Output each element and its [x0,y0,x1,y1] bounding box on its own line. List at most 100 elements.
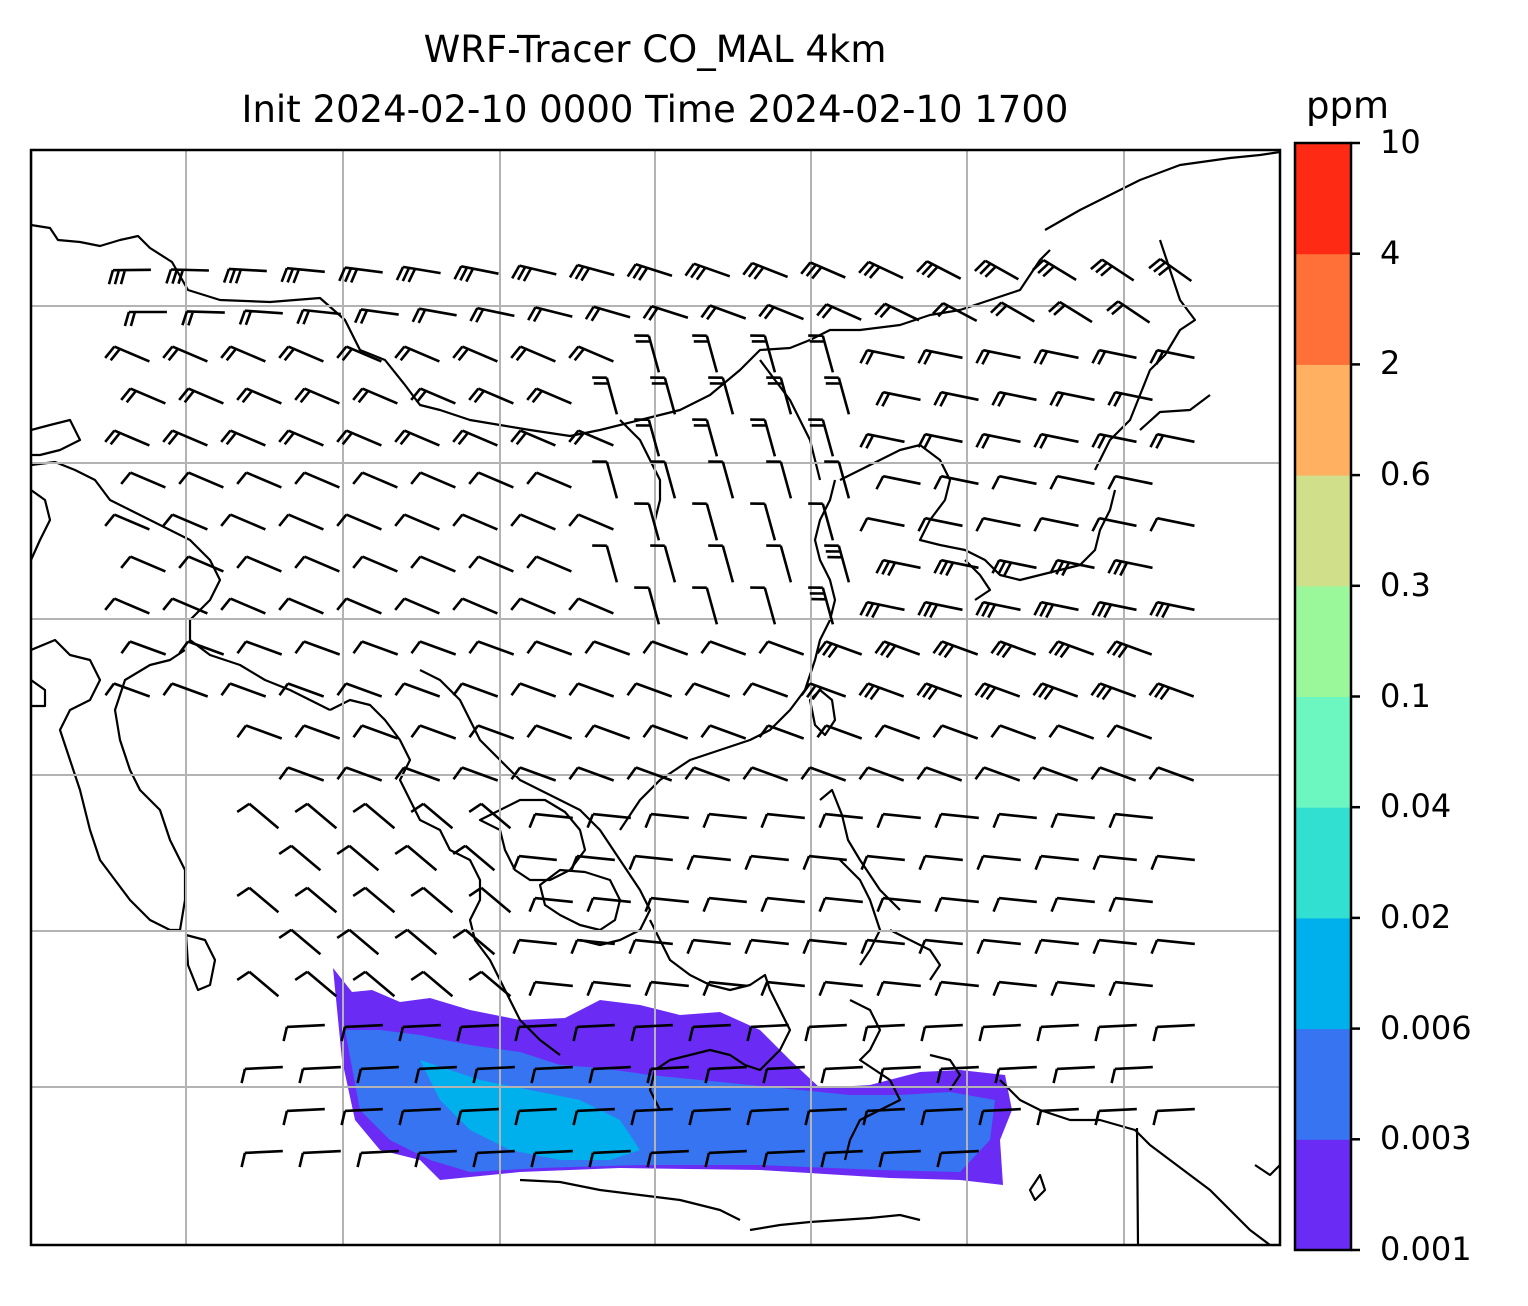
wind-barb [750,334,777,373]
wind-barb [700,640,747,656]
wind-barb [1091,348,1137,365]
wind-barb [294,724,341,740]
wind-barb [976,854,1021,871]
wind-barb [920,1107,963,1126]
wind-barb [181,310,225,326]
wind-barb [294,555,340,573]
wind-barb [875,474,921,490]
wind-barb [766,544,793,583]
wind-barb [692,418,719,457]
wind-barb [586,812,631,829]
wind-barb [744,938,789,955]
wind-barb [862,1107,905,1126]
wind-barb [704,1065,747,1084]
colorbar-segment [1295,364,1351,476]
wind-barb [808,586,835,625]
wind-barb [824,376,851,415]
wind-barb [294,387,340,405]
gridlines [31,150,1280,1245]
wind-barb [236,640,283,656]
wind-barb [642,304,689,321]
colorbar-ticks [1351,141,1360,1252]
wind-barb [874,724,921,740]
wind-barb [278,513,324,531]
wind-barb [1094,1023,1137,1042]
wind-barb [468,724,515,740]
wind-barb [1034,854,1079,871]
wind-barb [766,376,793,415]
wind-barb [456,1107,499,1126]
wind-barb [859,516,905,532]
wind-barb [236,555,282,573]
wind-barb [742,766,789,782]
wind-barb [860,854,905,871]
wind-barb [1107,390,1153,407]
wind-barb [526,471,572,489]
wind-barb [452,597,498,615]
wind-barb [916,260,962,280]
wind-barb [973,259,1020,281]
wind-barb [1152,1023,1195,1042]
wind-barb [123,310,167,327]
wind-barb [859,432,905,449]
wind-barb [296,308,341,325]
wind-barb [862,1023,905,1042]
wind-barb [876,980,921,997]
wind-barb [530,1065,573,1084]
wind-barb [762,1149,805,1168]
wind-barb [104,345,150,363]
wind-barb [456,1023,499,1042]
wind-barb [410,471,456,489]
wind-barb [1049,474,1095,490]
wind-barb [468,802,512,830]
wind-barb [626,682,673,698]
wind-barb [1048,640,1095,659]
wind-barb [570,854,615,871]
wind-barb [634,586,661,625]
wind-barb [294,886,338,914]
wind-barb [1110,1065,1153,1084]
colorbar-segment [1295,917,1351,1030]
wind-barb [642,640,689,656]
wind-barb [1036,1023,1079,1042]
wind-barb [824,544,851,583]
wind-barb [760,980,805,997]
wind-barb [644,812,689,829]
wind-barb [162,597,208,615]
wind-barb [990,640,1037,659]
wind-barb [352,886,396,914]
wind-barb [1050,980,1095,997]
wind-barb [568,263,615,282]
wind-barb [356,1065,399,1084]
wind-barb [974,766,1021,782]
wind-barb [278,345,324,363]
wind-barb [394,513,440,531]
wind-barb [528,980,573,997]
wind-barb [816,640,863,659]
wind-barb [918,854,963,871]
wind-barb [1107,474,1153,490]
wind-barb [398,1023,441,1042]
wind-barb [704,1149,747,1168]
wind-barb [824,460,851,499]
wind-barb [1052,1065,1095,1084]
wind-barb [650,460,677,499]
wind-barb [282,1107,325,1126]
wind-barb [236,387,282,405]
wind-barb [991,390,1037,407]
wind-barb [512,854,557,871]
wind-barb [452,345,498,363]
wind-barb [120,555,166,573]
wind-barb [1091,600,1137,619]
wind-barb [766,460,793,499]
wind-barb [708,460,735,499]
wind-barb [394,682,441,698]
colorbar-segment [1295,807,1351,919]
wind-barb [918,938,963,955]
wind-barb [1034,938,1079,955]
wind-barbs [104,257,1195,1168]
wind-barb [528,896,573,913]
wind-barb [394,928,438,956]
wind-barb [588,1065,631,1084]
wind-barb [1033,600,1079,619]
